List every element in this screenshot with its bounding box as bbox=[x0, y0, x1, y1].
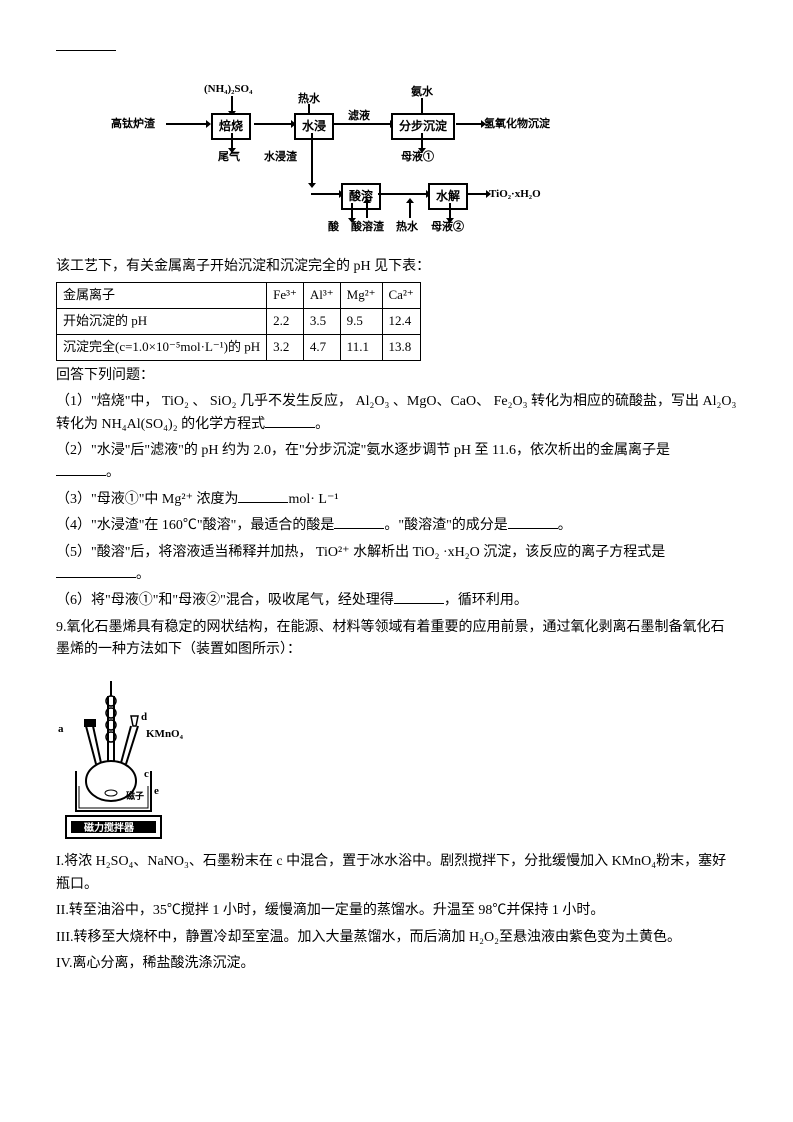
q2-text: （2）"水浸"后"滤液"的 pH 约为 2.0，在"分步沉淀"氨水逐步调节 pH… bbox=[56, 443, 670, 458]
arrow bbox=[311, 133, 313, 183]
header-rule bbox=[56, 50, 116, 51]
r2c0: 沉淀完全(c=1.0×10⁻⁵mol·L⁻¹)的 pH bbox=[57, 334, 267, 360]
box-hydrolysis: 水解 bbox=[428, 183, 468, 210]
q4a-text: （4）"水浸渣"在 160℃"酸溶"，最适合的酸是 bbox=[56, 518, 334, 533]
label-f: 磁子 bbox=[126, 789, 144, 803]
question-5: （5）"酸溶"后，将溶液适当稀释并加热， TiO²⁺ 水解析出 TiO₂ ·xH… bbox=[56, 542, 737, 587]
input-slag: 高钛炉渣 bbox=[111, 116, 155, 134]
r1c0: 开始沉淀的 pH bbox=[57, 309, 267, 335]
input-nh4so4: (NH₄)₂SO₄ bbox=[204, 81, 252, 99]
blank-3 bbox=[238, 489, 288, 503]
label-leachresidue: 水浸渣 bbox=[264, 149, 297, 167]
q1-end: 。 bbox=[315, 417, 329, 432]
q4b-text: 。"酸溶渣"的成分是 bbox=[384, 518, 507, 533]
q3a-text: （3）"母液①"中 Mg²⁺ 浓度为 bbox=[56, 492, 238, 507]
apparatus-diagram: a d KMnO₄ c e 磁子 磁力搅拌器 bbox=[56, 671, 196, 841]
label-e: e bbox=[154, 783, 159, 801]
r1c1: 2.2 bbox=[267, 309, 304, 335]
label-filtrate: 滤液 bbox=[348, 108, 370, 126]
r1c4: 12.4 bbox=[382, 309, 420, 335]
label-tio2: TiO₂·xH₂O bbox=[489, 186, 541, 204]
r2c2: 4.7 bbox=[303, 334, 340, 360]
arrow bbox=[311, 193, 339, 195]
box-leach: 水浸 bbox=[294, 113, 334, 140]
step-3: III.转移至大烧杯中，静置冷却至室温。加入大量蒸馏水，而后滴加 H₂O₂至悬浊… bbox=[56, 927, 737, 949]
label-a: a bbox=[58, 721, 64, 739]
arrow bbox=[166, 123, 206, 125]
question-6: （6）将"母液①"和"母液②"混合，吸收尾气，经处理得 ，循环利用。 bbox=[56, 590, 737, 612]
question-3: （3）"母液①"中 Mg²⁺ 浓度为 mol· L⁻¹ bbox=[56, 489, 737, 511]
blank-6 bbox=[394, 590, 444, 604]
answer-prompt: 回答下列问题： bbox=[56, 365, 737, 387]
q3b-text: mol· L⁻¹ bbox=[288, 492, 338, 507]
label-mother2: 母液② bbox=[431, 219, 464, 237]
label-c: c bbox=[144, 766, 149, 784]
label-hydroxide: 氢氧化物沉淀 bbox=[484, 116, 550, 134]
label-acid: 酸 bbox=[328, 219, 339, 237]
r1c3: 9.5 bbox=[340, 309, 382, 335]
process-flowchart: (NH₄)₂SO₄ 高钛炉渣 焙烧 尾气 热水 水浸 水浸渣 滤液 氨水 分步沉… bbox=[156, 81, 576, 241]
r2c1: 3.2 bbox=[267, 334, 304, 360]
q1-text: （1）"焙烧"中， TiO₂ 、 SiO₂ 几乎不发生反应， Al₂O₃ 、Mg… bbox=[56, 394, 736, 431]
blank-4b bbox=[508, 515, 558, 529]
arrow bbox=[456, 123, 481, 125]
q6a-text: （6）将"母液①"和"母液②"混合，吸收尾气，经处理得 bbox=[56, 593, 394, 608]
box-acid: 酸溶 bbox=[341, 183, 381, 210]
apparatus-svg bbox=[56, 671, 196, 841]
arrow bbox=[409, 203, 411, 218]
blank-1 bbox=[265, 414, 315, 428]
question-4: （4）"水浸渣"在 160℃"酸溶"，最适合的酸是 。"酸溶渣"的成分是 。 bbox=[56, 515, 737, 537]
label-acidresidue: 酸溶渣 bbox=[351, 219, 384, 237]
r2c3: 11.1 bbox=[340, 334, 382, 360]
problem-9: 9.氧化石墨烯具有稳定的网状结构，在能源、材料等领域有着重要的应用前景，通过氧化… bbox=[56, 617, 737, 662]
blank-2 bbox=[56, 462, 106, 476]
q4c-text: 。 bbox=[558, 518, 572, 533]
blank-5 bbox=[56, 564, 136, 578]
th-al: Al³⁺ bbox=[303, 283, 340, 309]
arrow bbox=[231, 133, 233, 148]
blank-4a bbox=[334, 515, 384, 529]
q6b-text: ，循环利用。 bbox=[444, 593, 528, 608]
question-1: （1）"焙烧"中， TiO₂ 、 SiO₂ 几乎不发生反应， Al₂O₃ 、Mg… bbox=[56, 391, 737, 436]
q5a-text: （5）"酸溶"后，将溶液适当稀释并加热， TiO²⁺ 水解析出 TiO₂ ·xH… bbox=[56, 545, 665, 560]
box-precipitate: 分步沉淀 bbox=[391, 113, 455, 140]
step-4: IV.离心分离，稀盐酸洗涤沉淀。 bbox=[56, 953, 737, 975]
th-ca: Ca²⁺ bbox=[382, 283, 420, 309]
step-2: II.转至油浴中，35℃搅拌 1 小时，缓慢滴加一定量的蒸馏水。升温至 98℃并… bbox=[56, 900, 737, 922]
th-mg: Mg²⁺ bbox=[340, 283, 382, 309]
label-base: 磁力搅拌器 bbox=[84, 821, 134, 837]
th-ion: 金属离子 bbox=[57, 283, 267, 309]
table-intro: 该工艺下，有关金属离子开始沉淀和沉淀完全的 pH 见下表： bbox=[56, 256, 737, 278]
arrow bbox=[421, 133, 423, 148]
arrow bbox=[351, 203, 353, 218]
r2c4: 13.8 bbox=[382, 334, 420, 360]
r1c2: 3.5 bbox=[303, 309, 340, 335]
q5b-text: 。 bbox=[136, 567, 150, 582]
label-tailgas: 尾气 bbox=[218, 149, 240, 167]
label-d: d bbox=[141, 709, 147, 727]
th-fe: Fe³⁺ bbox=[267, 283, 304, 309]
arrow bbox=[421, 98, 423, 113]
arrow bbox=[254, 123, 291, 125]
label-mother1: 母液① bbox=[401, 149, 434, 167]
label-hotwater2: 热水 bbox=[396, 219, 418, 237]
q2-end: 。 bbox=[106, 465, 120, 480]
arrow bbox=[366, 203, 368, 218]
arrow bbox=[231, 96, 233, 111]
arrow bbox=[449, 203, 451, 218]
step-1: I.将浓 H₂SO₄、NaNO₃、石墨粉末在 c 中混合，置于冰水浴中。剧烈搅拌… bbox=[56, 851, 737, 896]
arrow bbox=[466, 193, 486, 195]
ph-table: 金属离子 Fe³⁺ Al³⁺ Mg²⁺ Ca²⁺ 开始沉淀的 pH 2.2 3.… bbox=[56, 282, 421, 360]
question-2: （2）"水浸"后"滤液"的 pH 约为 2.0，在"分步沉淀"氨水逐步调节 pH… bbox=[56, 440, 737, 485]
arrow bbox=[378, 193, 426, 195]
label-kmno4: KMnO₄ bbox=[146, 726, 183, 744]
